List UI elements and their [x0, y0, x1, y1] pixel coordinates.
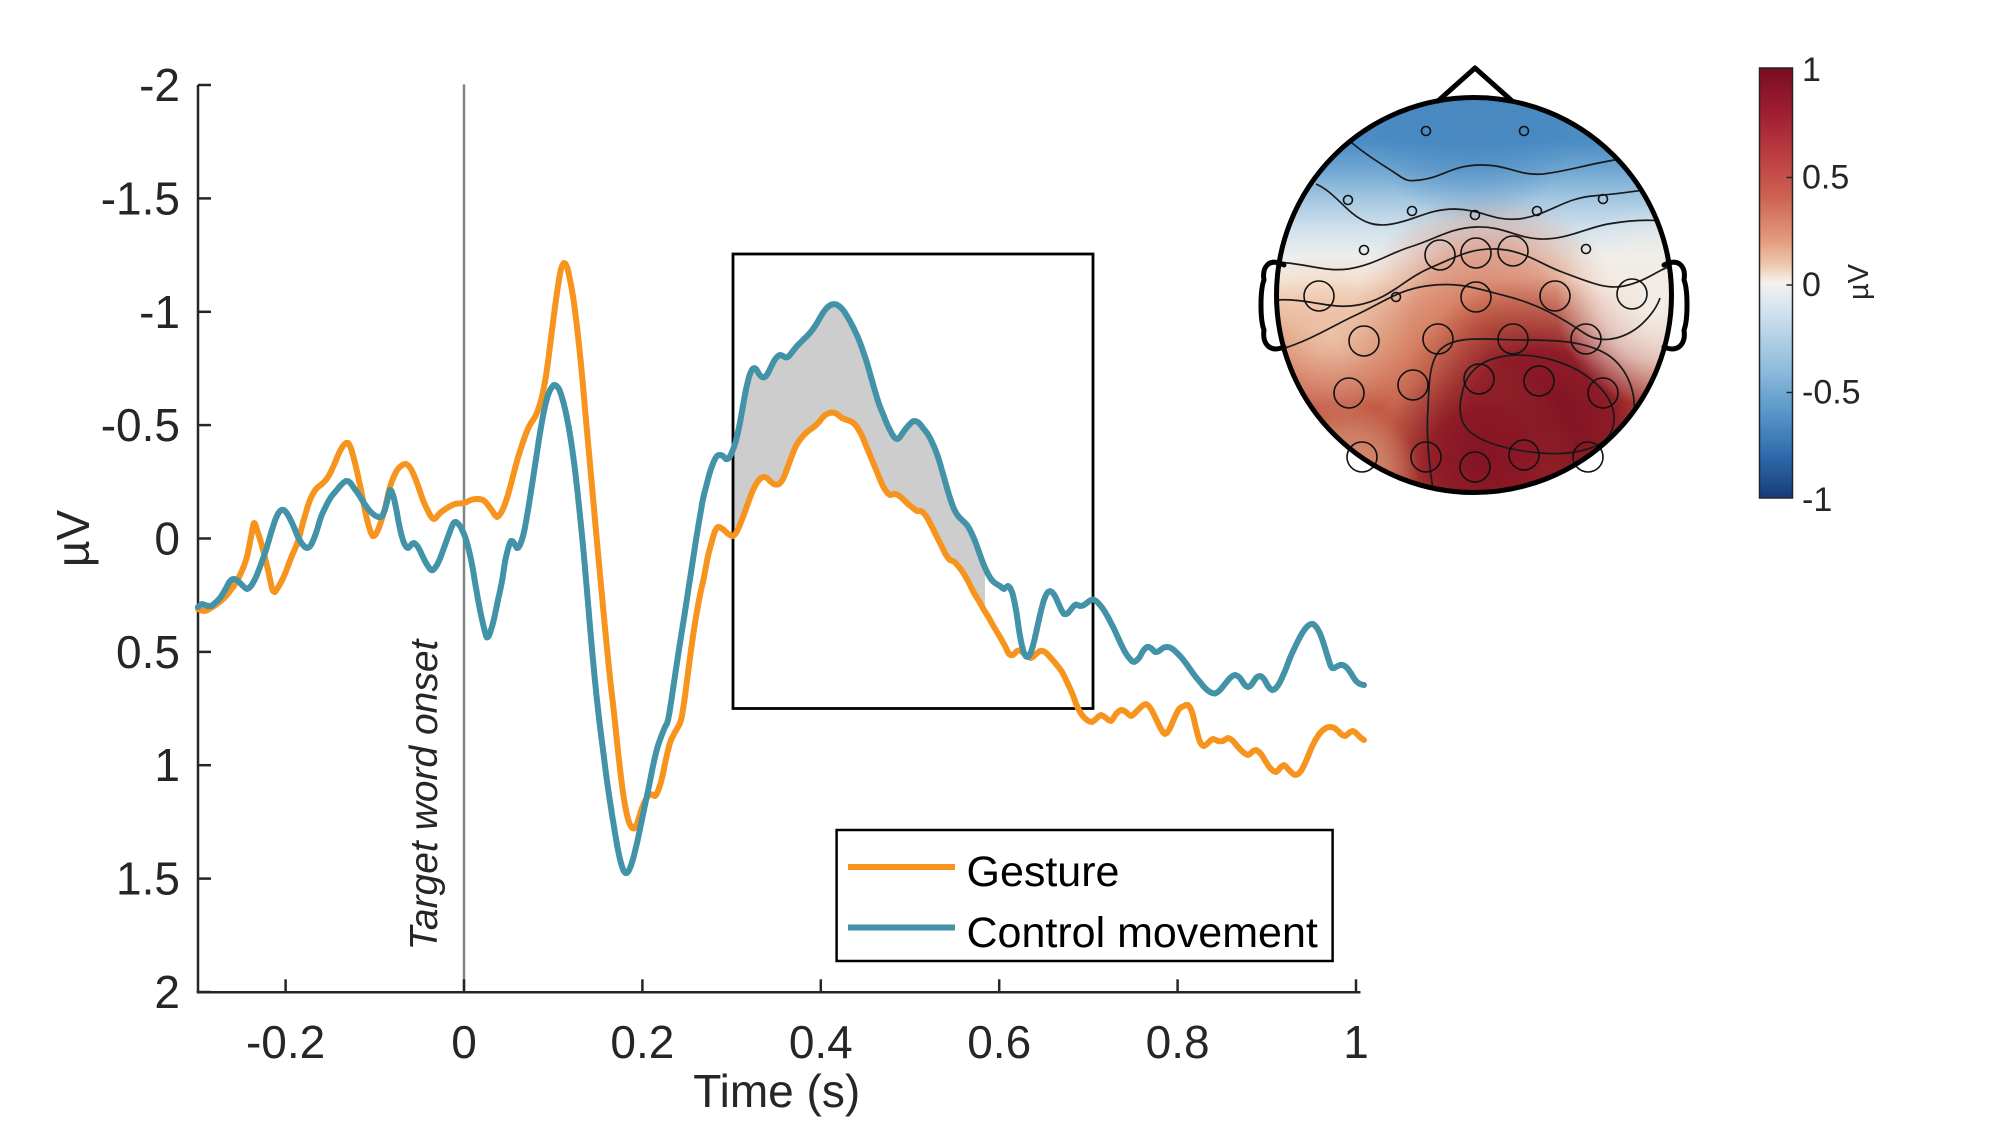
svg-text:1: 1 [1343, 1016, 1369, 1068]
svg-text:-0.5: -0.5 [101, 399, 180, 451]
svg-text:µV: µV [47, 510, 99, 568]
svg-text:1: 1 [1802, 51, 1821, 89]
svg-text:0: 0 [154, 513, 180, 565]
svg-text:Time (s): Time (s) [693, 1065, 860, 1117]
svg-text:Control movement: Control movement [967, 909, 1318, 957]
svg-text:1.5: 1.5 [116, 853, 180, 905]
svg-text:0.5: 0.5 [1802, 159, 1849, 197]
svg-text:2: 2 [154, 966, 180, 1018]
svg-text:1: 1 [154, 739, 180, 791]
svg-text:Gesture: Gesture [967, 848, 1120, 896]
svg-text:0.6: 0.6 [967, 1016, 1031, 1068]
svg-text:-1: -1 [1802, 481, 1832, 519]
svg-text:Target word onset: Target word onset [403, 637, 446, 950]
svg-text:-2: -2 [139, 59, 180, 111]
svg-text:0.4: 0.4 [789, 1016, 853, 1068]
svg-text:-0.2: -0.2 [246, 1016, 325, 1068]
svg-text:0.8: 0.8 [1146, 1016, 1210, 1068]
svg-text:µV: µV [1843, 263, 1875, 300]
svg-text:-1: -1 [139, 286, 180, 338]
svg-text:0: 0 [451, 1016, 477, 1068]
svg-text:-0.5: -0.5 [1802, 374, 1861, 412]
svg-text:0: 0 [1802, 266, 1821, 304]
svg-text:-1.5: -1.5 [101, 172, 180, 224]
svg-text:0.2: 0.2 [610, 1016, 674, 1068]
svg-text:0.5: 0.5 [116, 626, 180, 678]
